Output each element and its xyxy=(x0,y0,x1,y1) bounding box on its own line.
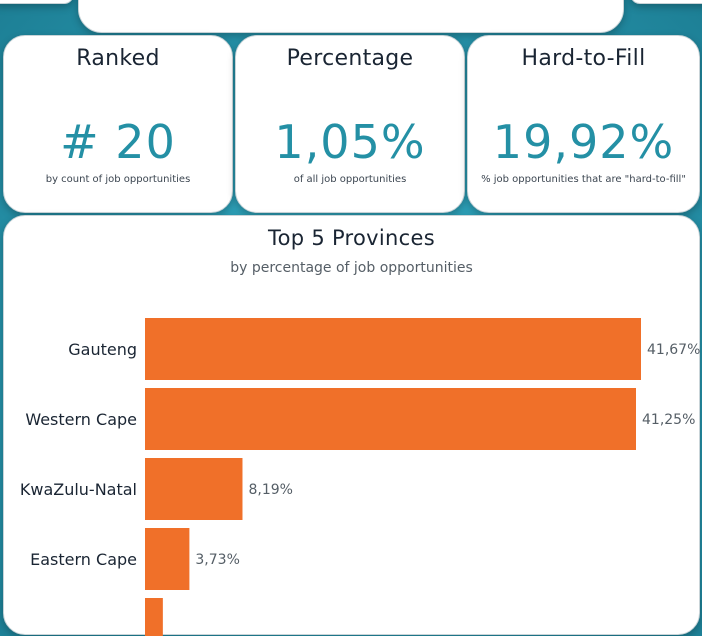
category-label: Gauteng xyxy=(68,340,137,359)
category-label: KwaZulu-Natal xyxy=(20,480,137,499)
kpi-card-hard-to-fill: Hard-to-Fill 19,92% % job opportunities … xyxy=(467,35,700,213)
top-provinces-chart-card: Top 5 Provinces by percentage of job opp… xyxy=(3,215,700,636)
top-left-card-fragment xyxy=(0,0,74,4)
kpi-value: 1,05% xyxy=(274,115,426,169)
kpi-title: Percentage xyxy=(286,46,414,71)
kpi-value: 19,92% xyxy=(492,115,675,169)
bar[interactable] xyxy=(145,528,190,590)
bar[interactable] xyxy=(145,388,637,450)
bar[interactable] xyxy=(145,318,641,380)
kpi-caption: of all job opportunities xyxy=(293,174,407,185)
value-label: 8,19% xyxy=(248,482,292,498)
kpi-value: # 20 xyxy=(60,115,176,169)
top-right-card-fragment xyxy=(630,0,702,4)
bar-chart: Gauteng 41,67% Western Cape 41,25% KwaZulu-N… xyxy=(20,318,700,636)
kpi-card-ranked: Ranked # 20 by count of job opportunitie… xyxy=(3,35,233,213)
kpi-title: Ranked xyxy=(76,46,160,71)
kpi-caption: by count of job opportunities xyxy=(45,174,191,185)
bar[interactable] xyxy=(145,458,243,520)
bar[interactable] xyxy=(145,598,163,636)
category-label: Eastern Cape xyxy=(30,550,137,569)
category-label: Western Cape xyxy=(25,410,137,429)
chart-subtitle: by percentage of job opportunities xyxy=(230,260,473,276)
chart-title: Top 5 Provinces xyxy=(268,226,435,250)
value-label: 3,73% xyxy=(195,552,239,568)
kpi-card-percentage: Percentage 1,05% of all job opportunitie… xyxy=(235,35,465,213)
value-label: 41,25% xyxy=(642,412,695,428)
value-label: 41,67% xyxy=(647,342,700,358)
top-center-card-fragment xyxy=(78,0,624,33)
kpi-title: Hard-to-Fill xyxy=(521,46,646,71)
kpi-caption: % job opportunities that are "hard-to-fi… xyxy=(481,174,686,185)
